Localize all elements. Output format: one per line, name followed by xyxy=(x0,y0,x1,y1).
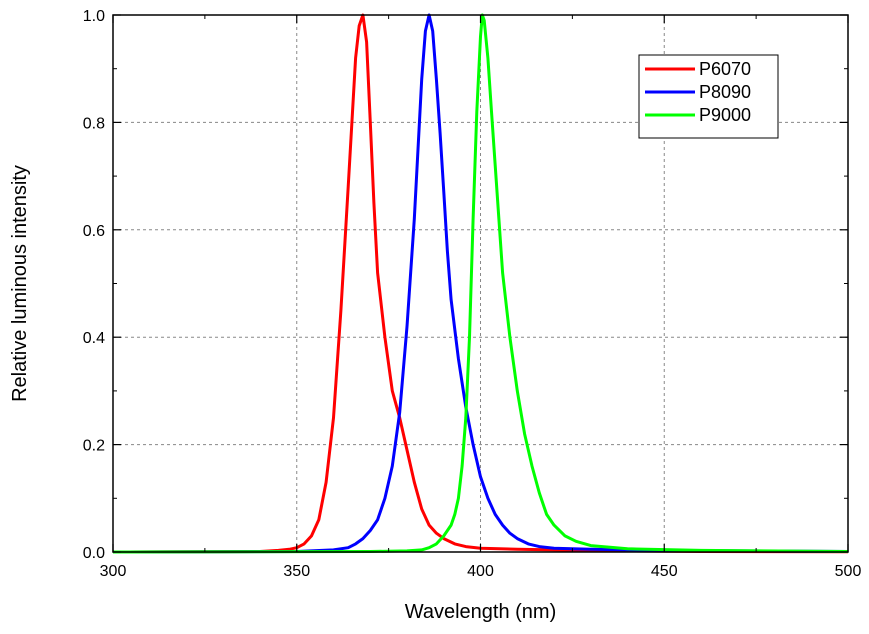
y-tick-label: 0.8 xyxy=(83,115,105,132)
x-tick-label: 500 xyxy=(835,563,862,580)
axis-ticks xyxy=(112,14,849,553)
y-tick-label: 0.6 xyxy=(83,223,105,240)
y-tick-label: 0.0 xyxy=(83,545,105,562)
series-line-p9000 xyxy=(112,13,849,554)
x-tick-label: 350 xyxy=(283,563,310,580)
x-tick-label: 450 xyxy=(651,563,678,580)
legend: P6070 P8090 P9000 xyxy=(638,54,779,139)
y-tick-label: 0.2 xyxy=(83,438,105,455)
tick-labels: 300 350 400 450 500 0.0 0.2 0.4 0.6 0.8 1.0 xyxy=(83,8,862,580)
legend-label: P6070 xyxy=(699,59,751,79)
y-tick-label: 0.4 xyxy=(83,330,105,347)
y-axis-title: Relative luminous intensity xyxy=(9,165,31,402)
series-line-p6070 xyxy=(112,13,849,554)
legend-label: P8090 xyxy=(699,82,751,102)
legend-label: P9000 xyxy=(699,105,751,125)
x-axis-title: Wavelength (nm) xyxy=(405,601,557,623)
y-tick-label: 1.0 xyxy=(83,8,105,25)
x-tick-label: 300 xyxy=(100,563,127,580)
x-tick-label: 400 xyxy=(467,563,494,580)
series-lines xyxy=(112,13,849,554)
series-line-p8090 xyxy=(112,13,849,554)
